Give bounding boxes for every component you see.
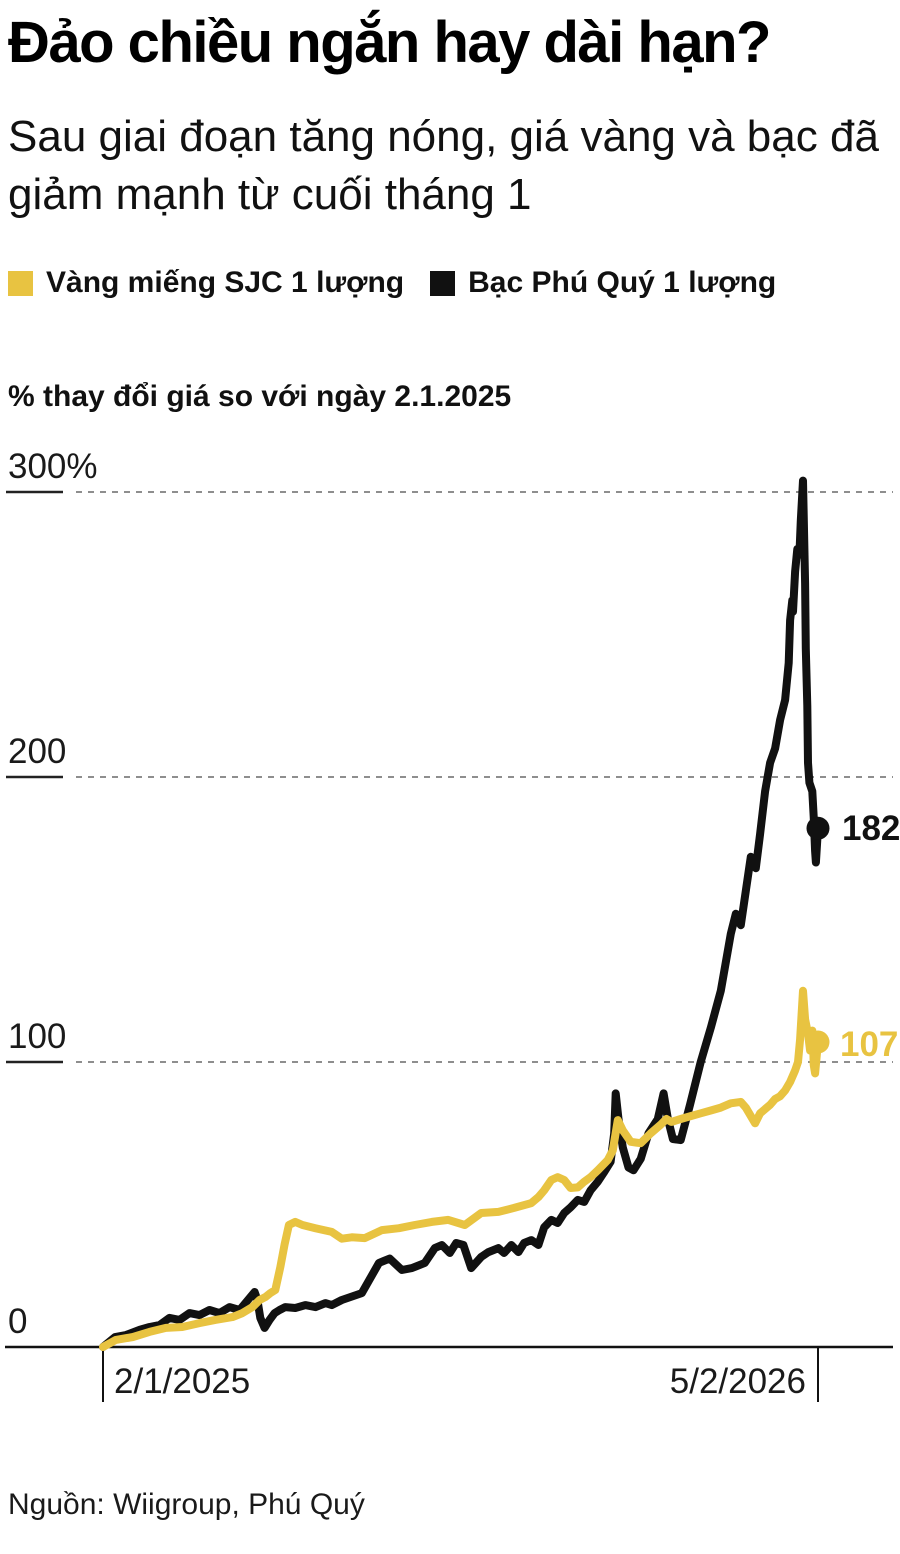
legend-item-gold: Vàng miếng SJC 1 lượng [8, 266, 404, 300]
y-tick-100: 100 [8, 1017, 67, 1056]
x-tick-end-date: 5/2/2026 [669, 1362, 806, 1401]
x-tick-start-date: 2/1/2025 [114, 1362, 251, 1401]
y-axis-title: % thay đổi giá so với ngày 2.1.2025 [8, 380, 512, 413]
legend: Vàng miếng SJC 1 lượng Bạc Phú Quý 1 lượ… [8, 266, 776, 300]
chart-subtitle: Sau giai đoạn tăng nóng, giá vàng và bạc… [8, 112, 879, 219]
price-line-chart [5, 476, 893, 1402]
gold-end-value-label: 107 [840, 1025, 899, 1064]
silver-swatch-icon [430, 270, 456, 296]
legend-label-gold: Vàng miếng SJC 1 lượng [46, 266, 405, 299]
y-tick-200: 200 [8, 732, 67, 771]
legend-label-silver: Bạc Phú Quý 1 lượng [468, 266, 777, 299]
y-tick-0: 0 [8, 1302, 28, 1341]
legend-item-silver: Bạc Phú Quý 1 lượng [430, 266, 776, 300]
y-tick-300: 300% [8, 447, 98, 486]
chart-title: Đảo chiều ngắn hay dài hạn? [8, 10, 771, 75]
silver-end-value-label: 182 [842, 809, 900, 848]
source-credit: Nguồn: Wiigroup, Phú Quý [8, 1488, 365, 1521]
gold-swatch-icon [8, 270, 33, 296]
